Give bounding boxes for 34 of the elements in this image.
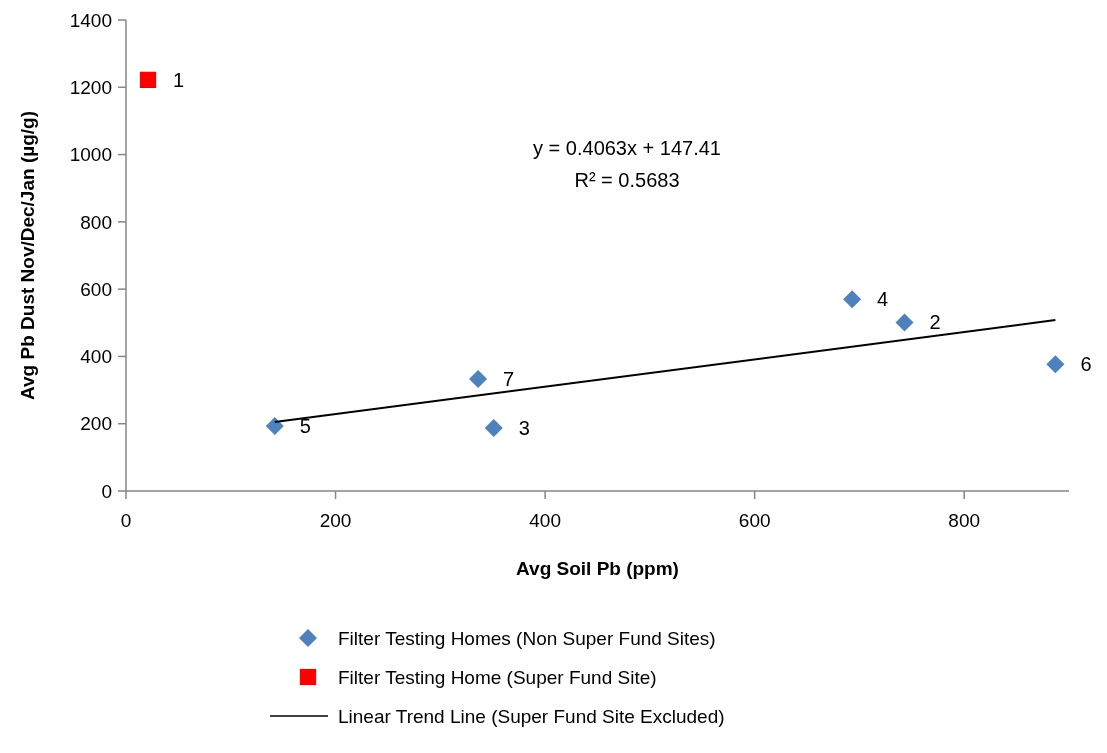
x-tick-label: 0 — [120, 510, 132, 531]
y-tick-label: 600 — [80, 278, 112, 300]
x-tick-label: 400 — [529, 510, 561, 531]
legend-label: Filter Testing Homes (Non Super Fund Sites) — [338, 627, 716, 649]
point — [265, 417, 284, 436]
annotation: 4 — [877, 288, 889, 311]
y-tick-label: 1200 — [69, 76, 112, 98]
legend-label: Linear Trend Line (Super Fund Site Excluded) — [338, 705, 725, 727]
y-axis-title: Avg Pb Dust Nov/Dec/Jan (µg/g) — [17, 111, 38, 400]
annotation: y = 0.4063x + 147.41 — [533, 137, 721, 159]
point — [484, 419, 503, 438]
annotation: 3 — [518, 417, 530, 440]
point — [843, 290, 862, 309]
point — [139, 71, 157, 89]
legend-label: Filter Testing Home (Super Fund Site) — [338, 666, 657, 688]
y-tick-label: 400 — [80, 346, 112, 368]
annotation: 7 — [503, 367, 515, 390]
x-tick-label: 600 — [738, 510, 771, 531]
x-tick-label: 800 — [948, 510, 981, 531]
y-tick-label: 0 — [101, 480, 112, 502]
annotation: R² = 0.5683 — [574, 169, 680, 191]
annotation: 1 — [173, 68, 185, 91]
y-tick-label: 800 — [80, 211, 112, 233]
x-tick-label: 200 — [319, 510, 352, 531]
point — [1046, 355, 1065, 374]
point — [895, 313, 914, 332]
annotation: 2 — [929, 311, 941, 334]
annotation: 6 — [1080, 353, 1092, 376]
point — [469, 369, 488, 388]
y-tick-label: 1400 — [69, 9, 112, 31]
y-tick-label: 1000 — [69, 144, 112, 166]
y-tick-label: 200 — [80, 413, 112, 435]
x-axis-title: Avg Soil Pb (ppm) — [516, 558, 679, 579]
annotation: 5 — [299, 415, 311, 438]
